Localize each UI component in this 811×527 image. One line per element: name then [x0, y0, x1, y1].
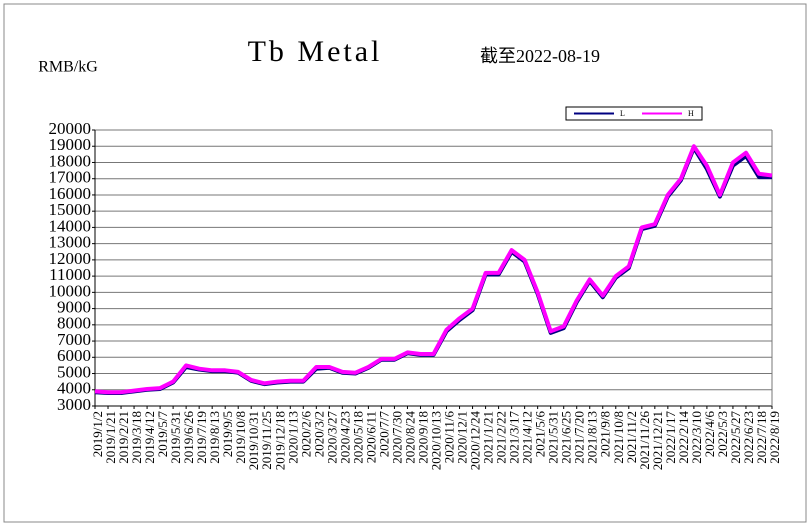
y-tick-label: 16000 [49, 184, 92, 203]
x-tick-label: 2020/8/24 [402, 411, 417, 464]
line-series [94, 144, 773, 395]
x-tick-label: 2020/12/1 [455, 411, 470, 464]
x-tick-label: 2022/6/23 [741, 411, 756, 464]
y-tick-label: 12000 [49, 249, 92, 268]
x-tick-label: 2019/11/25 [259, 411, 274, 470]
x-tick-label: 2022/1/17 [663, 411, 678, 464]
x-tick-label: 2021/5/31 [546, 411, 561, 464]
y-tick-label: 9000 [57, 297, 91, 316]
y-tick-label: 7000 [57, 330, 91, 349]
x-tick-label: 2020/2/6 [298, 411, 313, 458]
y-tick-label: 10000 [49, 281, 92, 300]
chart-border [3, 3, 807, 523]
x-tick-label: 2022/2/14 [676, 411, 691, 464]
x-tick-label: 2021/6/25 [559, 411, 574, 464]
x-tick-label: 2019/5/7 [155, 411, 170, 458]
y-axis-label: RMB/kG [38, 59, 98, 76]
x-tick-label: 2020/3/27 [324, 411, 339, 464]
x-tick-label: 2020/7/7 [376, 411, 391, 458]
y-tick-label: 17000 [49, 168, 92, 187]
y-tick-label: 3000 [57, 395, 91, 414]
x-tick-label: 2020/10/13 [428, 411, 443, 470]
x-tick-label: 2020/5/18 [350, 411, 365, 464]
y-tick-label: 18000 [49, 151, 92, 170]
x-tick-label: 2022/8/19 [767, 411, 782, 464]
x-tick-label: 2021/8/13 [585, 411, 600, 464]
x-tick-label: 2021/9/8 [598, 411, 613, 457]
x-tick-label: 2019/1/21 [103, 411, 118, 464]
x-tick-label: 2019/10/31 [246, 411, 261, 470]
y-tick-label: 5000 [57, 362, 91, 381]
y-tick-label: 4000 [57, 379, 91, 398]
x-tick-label: 2022/5/27 [728, 411, 743, 464]
x-tick-label: 2019/4/12 [142, 411, 157, 464]
x-tick-label: 2022/3/10 [689, 411, 704, 464]
y-tick-label: 15000 [49, 200, 92, 219]
x-tick-label: 2022/4/6 [702, 411, 717, 458]
x-tick-label: 2021/12/21 [650, 411, 665, 470]
x-tick-label: 2020/11/6 [442, 411, 457, 464]
y-tick-label: 8000 [57, 314, 91, 333]
legend-label: L [620, 109, 625, 118]
y-tick-label: 19000 [49, 135, 92, 154]
y-tick-label: 13000 [49, 233, 92, 252]
x-tick-label: 2019/5/31 [168, 411, 183, 464]
x-tick-label: 2021/11/2 [624, 411, 639, 463]
x-tick-label: 2019/2/21 [116, 411, 131, 464]
x-tick-label: 2021/2/22 [494, 411, 509, 464]
legend [565, 106, 703, 121]
chart-subtitle: 截至2022-08-19 [480, 46, 600, 66]
x-tick-label: 2021/1/21 [481, 411, 496, 464]
x-tick-label: 2020/4/23 [337, 411, 352, 464]
x-tick-label: 2019/12/18 [272, 411, 287, 470]
x-tick-label: 2022/5/3 [715, 411, 730, 457]
y-tick-label: 6000 [57, 346, 91, 365]
y-tick-label: 11000 [49, 265, 91, 284]
x-tick-label: 2022/7/18 [754, 411, 769, 464]
x-tick-label: 2021/3/17 [507, 411, 522, 464]
x-tick-label: 2021/10/8 [611, 411, 626, 464]
x-tick-label: 2021/5/6 [533, 411, 548, 458]
x-tick-label: 2019/3/18 [129, 411, 144, 464]
x-tick-label: 2020/1/13 [285, 411, 300, 464]
y-tick-label: 14000 [49, 216, 92, 235]
x-tick-label: 2020/7/30 [389, 411, 404, 464]
x-tick-label: 2021/4/12 [520, 411, 535, 464]
x-tick-label: 2019/1/2 [90, 411, 105, 457]
x-tick-label: 2021/7/20 [572, 411, 587, 464]
x-tick-label: 2020/3/2 [311, 411, 326, 457]
x-tick-label: 2019/9/5 [220, 411, 235, 457]
x-tick-label: 2020/12/24 [468, 411, 483, 471]
x-tick-label: 2019/6/26 [181, 411, 196, 464]
x-tick-label: 2020/9/18 [415, 411, 430, 464]
x-tick-label: 2019/10/8 [233, 411, 248, 464]
x-tick-label: 2019/7/19 [194, 411, 209, 464]
legend-label: H [688, 109, 694, 118]
x-tick-label: 2019/8/13 [207, 411, 222, 464]
y-tick-label: 20000 [49, 119, 92, 138]
x-tick-label: 2020/6/11 [363, 411, 378, 463]
x-tick-label: 2021/11/26 [637, 411, 652, 470]
chart-title: Tb Metal [248, 35, 383, 68]
